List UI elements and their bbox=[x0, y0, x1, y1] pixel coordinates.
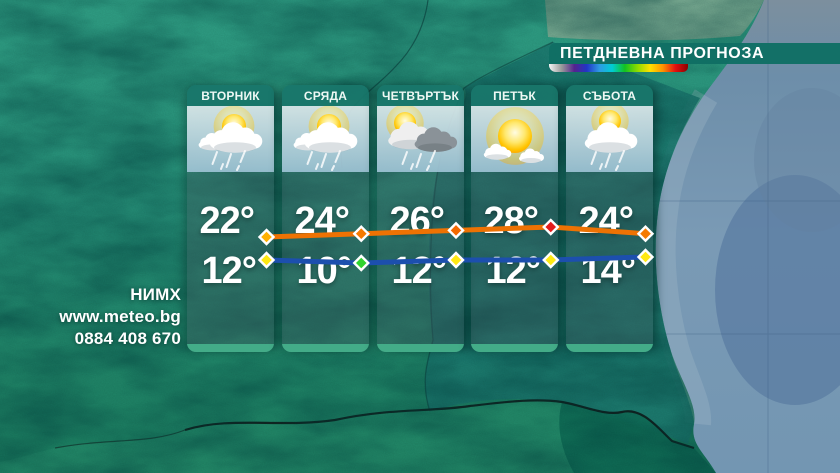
weather-icon-sun-with-small-clouds bbox=[471, 106, 558, 172]
day-label: ПЕТЪК bbox=[493, 88, 536, 103]
card-footer-accent bbox=[471, 344, 558, 352]
high-temp-label: 26° bbox=[389, 200, 445, 242]
day-label: СРЯДА bbox=[303, 88, 348, 103]
low-temp-label: 12° bbox=[485, 250, 541, 292]
day-label: ЧЕТВЪРТЪК bbox=[381, 88, 459, 103]
day-label: ВТОРНИК bbox=[201, 88, 260, 103]
day-header: ВТОРНИК bbox=[187, 85, 274, 106]
high-temp-label: 24° bbox=[578, 200, 634, 242]
day-header: ПЕТЪК bbox=[471, 85, 558, 106]
day-card-thursday: ЧЕТВЪРТЪК 26° 12° bbox=[377, 85, 464, 352]
low-temp-label: 14° bbox=[580, 250, 636, 292]
card-footer-accent bbox=[377, 344, 464, 352]
day-card-saturday: СЪБОТА 24° 14° bbox=[566, 85, 653, 352]
low-temp-label: 12° bbox=[391, 250, 447, 292]
day-header: СЪБОТА bbox=[566, 85, 653, 106]
card-footer-accent bbox=[282, 344, 369, 352]
day-header: ЧЕТВЪРТЪК bbox=[377, 85, 464, 106]
page-title: ПЕТДНЕВНА ПРОГНОЗА bbox=[560, 44, 765, 62]
contact-block: НИМХ www.meteo.bg 0884 408 670 bbox=[0, 284, 181, 350]
weather-icon-sun-behind-cloud-rain bbox=[566, 106, 653, 172]
day-label: СЪБОТА bbox=[582, 88, 637, 103]
day-card-wednesday: СРЯДА 24° 10° bbox=[282, 85, 369, 352]
day-header: СРЯДА bbox=[282, 85, 369, 106]
map-grid-lines bbox=[650, 0, 840, 473]
card-footer-accent bbox=[187, 344, 274, 352]
day-card-friday: ПЕТЪК 28° 12° bbox=[471, 85, 558, 352]
day-card-tuesday: ВТОРНИК 22° 12° bbox=[187, 85, 274, 352]
high-temp-label: 28° bbox=[483, 200, 539, 242]
high-temp-label: 22° bbox=[199, 200, 255, 242]
phone-number: 0884 408 670 bbox=[74, 329, 181, 348]
weather-icon-sun-behind-dark-clouds-rain bbox=[377, 106, 464, 172]
weather-icon-sun-behind-clouds-rain bbox=[187, 106, 274, 172]
weather-icon-sun-behind-clouds-rain bbox=[282, 106, 369, 172]
temperature-scale-gradient bbox=[549, 64, 688, 72]
website-url: www.meteo.bg bbox=[59, 307, 181, 326]
low-temp-label: 12° bbox=[201, 250, 257, 292]
org-name: НИМХ bbox=[130, 285, 181, 304]
card-footer-accent bbox=[566, 344, 653, 352]
header-bar: ПЕТДНЕВНА ПРОГНОЗА bbox=[549, 43, 840, 64]
high-temp-label: 24° bbox=[294, 200, 350, 242]
low-temp-label: 10° bbox=[296, 250, 352, 292]
